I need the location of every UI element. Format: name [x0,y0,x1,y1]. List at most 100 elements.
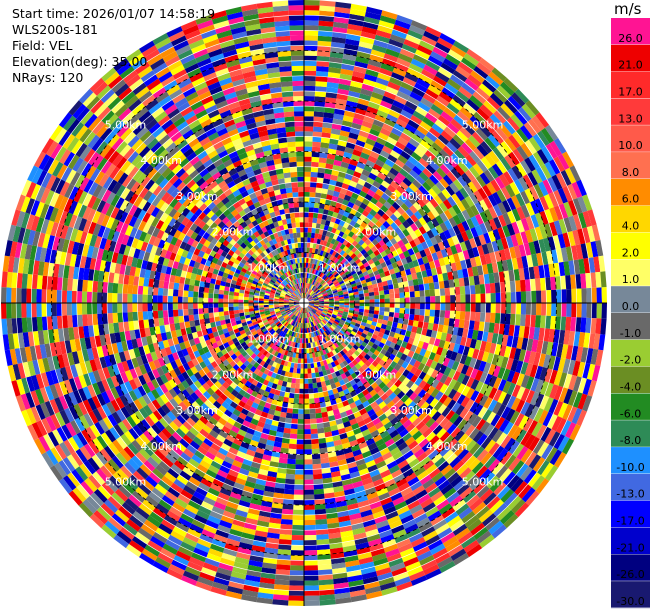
velocity-bin [358,156,368,165]
velocity-bin [320,273,325,279]
velocity-bin [436,95,450,107]
velocity-bin [516,145,529,160]
velocity-bin [475,87,490,101]
velocity-bin [313,296,318,299]
velocity-bin [413,237,421,246]
velocity-bin [345,33,361,42]
velocity-bin [535,424,547,440]
velocity-bin [515,232,524,246]
velocity-bin [435,215,444,225]
velocity-bin [457,212,466,223]
velocity-bin [352,255,359,262]
velocity-bin [324,304,330,306]
velocity-bin [565,316,572,331]
velocity-bin [354,236,362,243]
velocity-bin [321,245,326,252]
velocity-bin [570,274,577,289]
velocity-bin [528,154,541,170]
velocity-bin [292,408,299,414]
velocity-bin [457,145,470,158]
velocity-bin [396,276,403,284]
velocity-bin [335,202,342,209]
velocity-bin [383,285,389,291]
velocity-bin [313,387,319,394]
velocity-bin [479,284,486,294]
velocity-bin [551,174,563,190]
velocity-bin [320,255,325,262]
velocity-bin [454,149,466,162]
velocity-bin [334,319,340,324]
velocity-bin [408,182,419,193]
velocity-bin [439,149,451,161]
velocity-bin [380,337,387,345]
velocity-bin [311,293,317,298]
velocity-bin [360,248,367,256]
velocity-bin [409,24,426,36]
velocity-bin [452,214,462,225]
velocity-bin [400,244,408,253]
velocity-bin [318,295,324,299]
velocity-bin [351,75,365,84]
velocity-bin [485,293,491,303]
velocity-bin [361,242,368,249]
velocity-bin [309,303,314,305]
velocity-bin [424,262,431,271]
velocity-bin [460,364,469,375]
velocity-bin [333,309,339,313]
velocity-bin [349,196,357,204]
velocity-bin [383,315,389,321]
velocity-bin [500,406,511,420]
velocity-bin [480,303,486,313]
velocity-bin [307,295,312,300]
velocity-bin [306,294,310,299]
velocity-bin [305,272,308,278]
velocity-bin [358,130,370,138]
velocity-bin [357,314,364,319]
velocity-bin [293,494,304,500]
velocity-bin [316,283,321,288]
velocity-bin [353,264,360,270]
velocity-bin [386,217,395,226]
velocity-bin [334,246,340,253]
velocity-bin [440,295,446,303]
velocity-bin [498,173,510,187]
velocity-bin [397,318,404,324]
velocity-bin [590,241,599,258]
velocity-bin [330,285,336,290]
velocity-bin [326,313,332,317]
velocity-bin [430,303,436,310]
velocity-bin [306,288,308,294]
velocity-bin [373,291,380,296]
velocity-bin [516,219,525,233]
velocity-bin [355,258,362,265]
velocity-bin [468,320,475,330]
velocity-bin [434,42,451,54]
velocity-bin [539,395,550,410]
velocity-bin [374,326,381,332]
velocity-bin [313,307,318,310]
velocity-bin [391,201,401,211]
velocity-bin [336,315,342,320]
velocity-bin [383,90,397,100]
velocity-bin [510,234,519,247]
velocity-bin [496,403,507,417]
velocity-bin [600,271,607,288]
velocity-bin [372,192,382,201]
velocity-bin [435,152,447,164]
velocity-bin [365,160,376,168]
velocity-bin [308,299,314,302]
velocity-bin [422,135,435,146]
velocity-bin [320,142,330,149]
velocity-bin [480,156,492,170]
velocity-bin [327,273,333,278]
velocity-bin [280,519,293,525]
velocity-bin [587,209,597,226]
velocity-bin [366,64,381,73]
velocity-bin [349,8,366,17]
velocity-bin [490,293,496,303]
velocity-bin [483,220,493,233]
velocity-bin [318,260,323,267]
velocity-bin [304,560,318,566]
velocity-bin [328,308,334,311]
velocity-bin [297,358,302,364]
